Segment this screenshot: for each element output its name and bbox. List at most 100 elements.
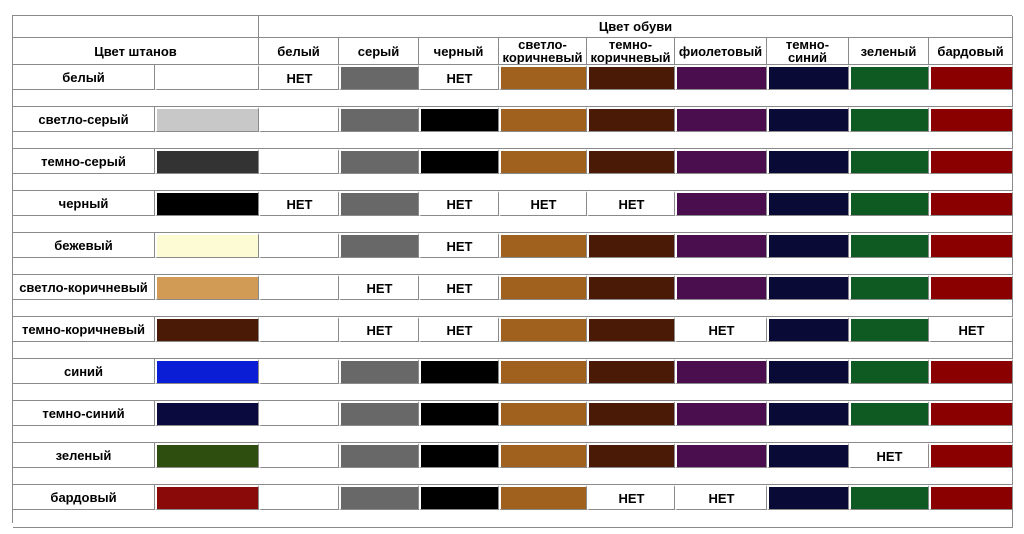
combination-swatch xyxy=(675,107,767,132)
shoe-color-header: серый xyxy=(339,38,419,65)
pants-color-label: темно-синий xyxy=(13,401,155,426)
combination-swatch xyxy=(849,191,929,216)
no-combination-cell: НЕТ xyxy=(675,317,767,342)
combination-swatch xyxy=(259,485,339,510)
shoe-color-header: черный xyxy=(419,38,499,65)
pants-color-swatch xyxy=(155,107,259,132)
pants-color-swatch xyxy=(155,401,259,426)
combination-swatch xyxy=(419,359,499,384)
combination-swatch xyxy=(499,485,587,510)
combination-swatch xyxy=(259,401,339,426)
pants-color-label: синий xyxy=(13,359,155,384)
shoe-color-title: Цвет обуви xyxy=(259,16,1013,38)
combination-swatch xyxy=(339,233,419,258)
combination-swatch xyxy=(339,65,419,90)
combination-swatch xyxy=(767,317,849,342)
pants-color-swatch xyxy=(155,443,259,468)
pants-color-label: светло-серый xyxy=(13,107,155,132)
pants-color-title: Цвет штанов xyxy=(13,38,259,65)
combination-swatch xyxy=(419,443,499,468)
combination-swatch xyxy=(259,317,339,342)
combination-swatch xyxy=(849,107,929,132)
combination-swatch xyxy=(339,401,419,426)
no-combination-cell: НЕТ xyxy=(419,317,499,342)
pants-color-label: зеленый xyxy=(13,443,155,468)
row-spacer xyxy=(13,132,1013,149)
pants-color-swatch xyxy=(155,191,259,216)
combination-swatch xyxy=(339,443,419,468)
combination-swatch xyxy=(339,485,419,510)
combination-swatch xyxy=(929,233,1013,258)
combination-swatch xyxy=(587,359,675,384)
pants-color-label: темно-коричневый xyxy=(13,317,155,342)
combination-swatch xyxy=(499,443,587,468)
combination-swatch xyxy=(259,149,339,174)
combination-swatch xyxy=(849,359,929,384)
combination-swatch xyxy=(499,359,587,384)
combination-swatch xyxy=(419,401,499,426)
row-spacer xyxy=(13,342,1013,359)
combination-swatch xyxy=(929,149,1013,174)
pants-color-swatch xyxy=(155,149,259,174)
pants-color-label: светло-коричневый xyxy=(13,275,155,300)
pants-shoes-color-table: Цвет обуви Цвет штанов белый серый черный с… xyxy=(12,15,1013,528)
combination-swatch xyxy=(767,149,849,174)
combination-swatch xyxy=(929,485,1013,510)
combination-swatch xyxy=(767,443,849,468)
combination-swatch xyxy=(339,149,419,174)
combination-swatch xyxy=(849,149,929,174)
combination-swatch xyxy=(499,149,587,174)
no-combination-cell: НЕТ xyxy=(675,485,767,510)
combination-swatch xyxy=(929,191,1013,216)
row-spacer xyxy=(13,174,1013,191)
no-combination-cell: НЕТ xyxy=(419,65,499,90)
no-combination-cell: НЕТ xyxy=(419,275,499,300)
combination-swatch xyxy=(499,317,587,342)
combination-swatch xyxy=(929,359,1013,384)
pants-color-swatch xyxy=(155,359,259,384)
combination-swatch xyxy=(419,149,499,174)
combination-swatch xyxy=(767,107,849,132)
combination-swatch xyxy=(849,65,929,90)
combination-swatch xyxy=(419,485,499,510)
combination-swatch xyxy=(499,65,587,90)
no-combination-cell: НЕТ xyxy=(587,485,675,510)
combination-swatch xyxy=(339,359,419,384)
combination-swatch xyxy=(339,191,419,216)
combination-swatch xyxy=(499,107,587,132)
pants-color-label: белый xyxy=(13,65,155,90)
combination-swatch xyxy=(767,485,849,510)
no-combination-cell: НЕТ xyxy=(499,191,587,216)
combination-swatch xyxy=(499,401,587,426)
no-combination-cell: НЕТ xyxy=(587,191,675,216)
combination-swatch xyxy=(767,275,849,300)
pants-color-label: бардовый xyxy=(13,485,155,510)
combination-swatch xyxy=(767,401,849,426)
no-combination-cell: НЕТ xyxy=(259,191,339,216)
pants-color-swatch xyxy=(155,275,259,300)
shoe-color-header: темно- коричневый xyxy=(587,38,675,65)
pants-color-swatch xyxy=(155,65,259,90)
combination-swatch xyxy=(849,485,929,510)
combination-swatch xyxy=(849,233,929,258)
no-combination-cell: НЕТ xyxy=(419,233,499,258)
combination-swatch xyxy=(929,65,1013,90)
empty-header-cell xyxy=(13,16,259,38)
row-spacer xyxy=(13,510,1013,528)
shoe-color-header: белый xyxy=(259,38,339,65)
combination-swatch xyxy=(587,317,675,342)
row-spacer xyxy=(13,90,1013,107)
row-spacer xyxy=(13,468,1013,485)
combination-swatch xyxy=(675,401,767,426)
no-combination-cell: НЕТ xyxy=(339,275,419,300)
combination-swatch xyxy=(675,275,767,300)
combination-swatch xyxy=(675,149,767,174)
row-spacer xyxy=(13,300,1013,317)
combination-swatch xyxy=(259,107,339,132)
combination-swatch xyxy=(767,359,849,384)
row-spacer xyxy=(13,216,1013,233)
combination-swatch xyxy=(259,275,339,300)
combination-swatch xyxy=(587,107,675,132)
combination-swatch xyxy=(675,359,767,384)
pants-color-label: темно-серый xyxy=(13,149,155,174)
